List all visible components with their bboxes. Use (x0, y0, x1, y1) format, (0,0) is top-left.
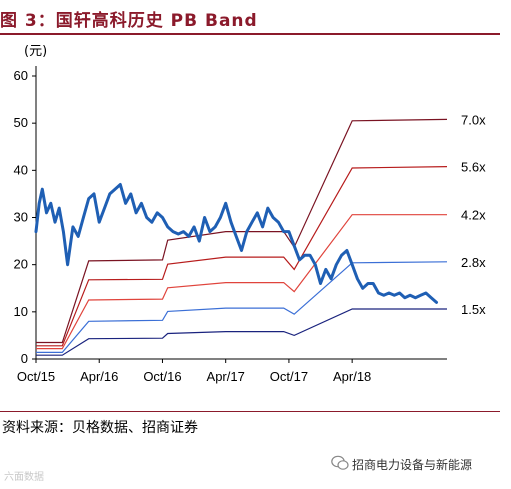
band-label-4.2x: 4.2x (461, 208, 486, 223)
x-tick-label: Apr/18 (333, 369, 371, 384)
title-divider (0, 33, 500, 35)
y-tick-label: 10 (14, 304, 28, 319)
x-tick-label: Apr/16 (80, 369, 118, 384)
watermark-left: 六面数据 (4, 472, 44, 483)
band-label-5.6x: 5.6x (461, 160, 486, 175)
band-label-7.0x: 7.0x (461, 112, 486, 127)
band-label-2.8x: 2.8x (461, 255, 486, 270)
pb-band-chart: (元) 0 10 20 30 40 50 60 Oct/15 Apr/16 Oct/16 Apr/1… (14, 44, 487, 384)
wechat-icon (331, 455, 349, 470)
source-divider (0, 411, 500, 412)
pb-bands (36, 118, 448, 356)
x-tick-label: Oct/15 (17, 369, 55, 384)
band-line-5.6x (36, 166, 448, 347)
y-axis-unit-label: (元) (24, 44, 47, 59)
y-tick-label: 20 (14, 257, 28, 272)
x-tick-label: Oct/16 (143, 369, 181, 384)
band-line-1.5x (36, 308, 447, 356)
y-tick-label: 50 (14, 115, 28, 130)
source-note: 资料来源：贝格数据、招商证券 (2, 420, 198, 436)
x-tick-label: Oct/17 (270, 369, 308, 384)
y-tick-label: 60 (14, 68, 28, 83)
axes: 0 10 20 30 40 50 60 Oct/15 Apr/16 Oct/16 Apr/17 Oct… (14, 66, 447, 384)
y-tick-label: 30 (14, 210, 28, 225)
band-line-2.8x (36, 261, 448, 353)
price-line (34, 183, 438, 304)
band-line-4.2x (36, 214, 447, 350)
band-label-1.5x: 1.5x (461, 302, 486, 317)
y-tick-label: 40 (14, 162, 28, 177)
band-labels: 1.5x 2.8x 4.2x 5.6x 7.0x (461, 112, 486, 317)
watermark-right: 招商电力设备与新能源 (352, 458, 473, 472)
chart-title: 图 3：国轩高科历史 PB Band (0, 11, 258, 31)
y-tick-label: 0 (21, 351, 28, 366)
x-tick-label: Apr/17 (207, 369, 245, 384)
price-series (34, 183, 438, 304)
